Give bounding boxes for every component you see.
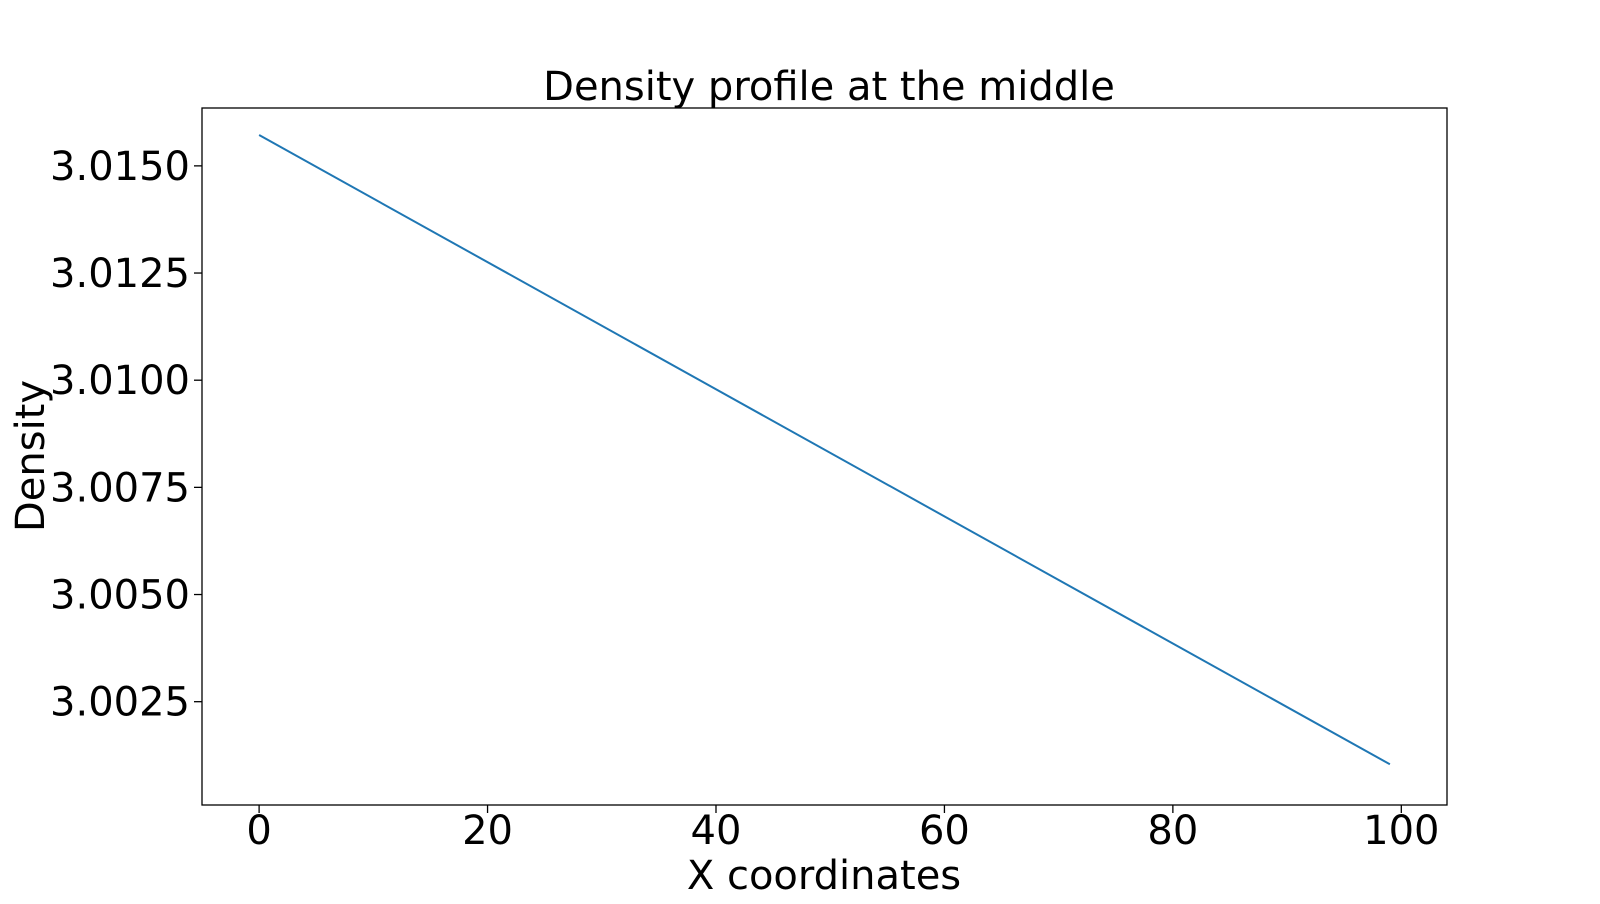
y-tick-label: 3.0150 bbox=[50, 144, 190, 190]
x-tick-label: 0 bbox=[246, 808, 271, 854]
plot-area-frame bbox=[201, 107, 1448, 806]
tick-layer: 0 20 40 60 80 100 3.0025 3.0050 3.0075 3.0100 3.01… bbox=[50, 144, 1439, 854]
y-tick-label: 3.0125 bbox=[50, 251, 190, 297]
y-axis-label: Density bbox=[8, 380, 54, 532]
series-layer bbox=[258, 134, 1391, 766]
x-axis-label: X coordinates bbox=[687, 853, 961, 899]
y-tick-label: 3.0025 bbox=[50, 680, 190, 726]
x-tick-label: 80 bbox=[1147, 808, 1198, 854]
chart-title: Density profile at the middle bbox=[543, 64, 1115, 110]
x-tick-label: 100 bbox=[1363, 808, 1439, 854]
x-tick-label: 40 bbox=[691, 808, 742, 854]
y-tick-label: 3.0100 bbox=[50, 358, 190, 404]
x-tick-label: 60 bbox=[919, 808, 970, 854]
y-tick-label: 3.0050 bbox=[50, 573, 190, 619]
density-series-line bbox=[258, 134, 1391, 766]
y-tick-label: 3.0075 bbox=[50, 465, 190, 511]
x-tick-label: 20 bbox=[462, 808, 513, 854]
